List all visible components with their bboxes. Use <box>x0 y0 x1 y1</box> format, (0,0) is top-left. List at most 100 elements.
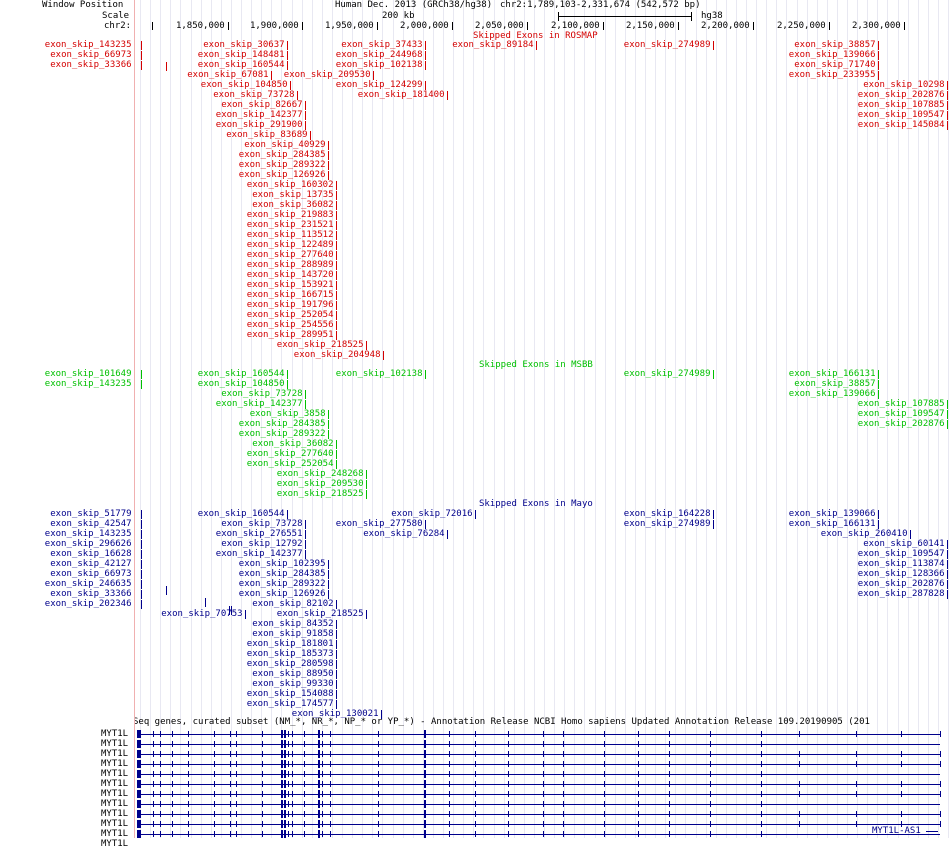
feature-bar[interactable] <box>305 550 306 559</box>
feature-bar[interactable] <box>425 41 426 50</box>
feature-bar[interactable] <box>336 700 337 709</box>
feature-label[interactable]: exon_skip_291900 <box>215 120 303 130</box>
feature-bar[interactable] <box>141 590 142 599</box>
feature-bar[interactable] <box>287 510 288 519</box>
feature-label[interactable]: exon_skip_82102 <box>252 599 334 609</box>
feature-label[interactable]: exon_skip_284385 <box>238 569 326 579</box>
feature-label[interactable]: exon_skip_139066 <box>788 50 876 60</box>
side-feature-label[interactable]: exon_skip_42547 <box>50 519 132 529</box>
feature-label[interactable]: exon_skip_102138 <box>335 369 423 379</box>
feature-bar[interactable] <box>713 370 714 379</box>
feature-label[interactable]: exon_skip_280598 <box>246 659 334 669</box>
feature-bar[interactable] <box>947 590 948 599</box>
feature-label[interactable]: exon_skip_36082 <box>252 439 334 449</box>
feature-bar[interactable] <box>878 370 879 379</box>
feature-label[interactable]: exon_skip_277640 <box>246 250 334 260</box>
feature-bar[interactable] <box>447 530 448 539</box>
feature-label[interactable]: exon_skip_3858 <box>249 409 326 419</box>
feature-label[interactable]: exon_skip_218525 <box>276 609 364 619</box>
feature-label[interactable]: exon_skip_40929 <box>244 140 326 150</box>
feature-bar[interactable] <box>475 510 476 519</box>
feature-bar[interactable] <box>947 400 948 409</box>
feature-bar[interactable] <box>141 370 142 379</box>
feature-bar[interactable] <box>141 580 142 589</box>
feature-bar[interactable] <box>245 610 246 619</box>
feature-label[interactable]: exon_skip_107885 <box>857 100 945 110</box>
gene-label[interactable]: MYT1L <box>101 779 129 789</box>
feature-bar[interactable] <box>328 430 329 439</box>
side-feature-label[interactable]: exon_skip_42127 <box>50 559 132 569</box>
feature-bar[interactable] <box>336 460 337 469</box>
feature-bar[interactable] <box>287 61 288 70</box>
feature-bar[interactable] <box>336 321 337 330</box>
feature-label[interactable]: exon_skip_202876 <box>857 579 945 589</box>
feature-label[interactable]: exon_skip_60141 <box>863 539 945 549</box>
feature-label[interactable]: exon_skip_274989 <box>623 40 711 50</box>
gene-label[interactable]: MYT1L <box>101 829 129 839</box>
feature-label[interactable]: exon_skip_231521 <box>246 220 334 230</box>
feature-bar[interactable] <box>141 510 142 519</box>
feature-bar[interactable] <box>536 41 537 50</box>
feature-label[interactable]: exon_skip_160544 <box>197 509 285 519</box>
feature-bar[interactable] <box>425 370 426 379</box>
gene-label[interactable]: MYT1L <box>101 839 129 849</box>
feature-bar[interactable] <box>141 550 142 559</box>
feature-label[interactable]: exon_skip_109547 <box>857 110 945 120</box>
feature-label[interactable]: exon_skip_142377 <box>215 399 303 409</box>
feature-label[interactable]: exon_skip_153921 <box>246 280 334 290</box>
feature-bar[interactable] <box>366 470 367 479</box>
feature-label[interactable]: exon_skip_76284 <box>363 529 445 539</box>
feature-label[interactable]: exon_skip_13735 <box>252 190 334 200</box>
side-feature-label[interactable]: exon_skip_66973 <box>50 50 132 60</box>
gene-label[interactable]: MYT1L <box>101 749 129 759</box>
feature-bar[interactable] <box>328 420 329 429</box>
feature-bar[interactable] <box>328 570 329 579</box>
feature-label[interactable]: exon_skip_274989 <box>623 369 711 379</box>
feature-bar[interactable] <box>305 540 306 549</box>
feature-bar[interactable] <box>366 341 367 350</box>
feature-label[interactable]: exon_skip_38857 <box>794 40 876 50</box>
feature-bar[interactable] <box>328 171 329 180</box>
feature-label[interactable]: exon_skip_233955 <box>788 70 876 80</box>
feature-label[interactable]: exon_skip_252054 <box>246 310 334 320</box>
feature-bar[interactable] <box>336 301 337 310</box>
feature-label[interactable]: exon_skip_185373 <box>246 649 334 659</box>
feature-bar[interactable] <box>425 81 426 90</box>
feature-bar[interactable] <box>336 450 337 459</box>
feature-bar[interactable] <box>231 606 232 615</box>
feature-bar[interactable] <box>166 586 167 595</box>
feature-bar[interactable] <box>713 510 714 519</box>
feature-label[interactable]: exon_skip_148481 <box>197 50 285 60</box>
feature-label[interactable]: exon_skip_284385 <box>238 150 326 160</box>
feature-bar[interactable] <box>141 530 142 539</box>
feature-bar[interactable] <box>947 420 948 429</box>
feature-bar[interactable] <box>328 590 329 599</box>
feature-label[interactable]: exon_skip_166131 <box>788 369 876 379</box>
feature-label[interactable]: exon_skip_160302 <box>246 180 334 190</box>
feature-bar[interactable] <box>336 291 337 300</box>
feature-label[interactable]: exon_skip_73728 <box>221 389 303 399</box>
feature-label[interactable]: exon_skip_37433 <box>341 40 423 50</box>
side-feature-label[interactable]: exon_skip_143235 <box>44 379 132 389</box>
feature-bar[interactable] <box>336 331 337 340</box>
feature-label[interactable]: exon_skip_202876 <box>857 419 945 429</box>
feature-bar[interactable] <box>271 71 272 80</box>
feature-bar[interactable] <box>141 600 142 609</box>
feature-label[interactable]: exon_skip_244968 <box>335 50 423 60</box>
feature-bar[interactable] <box>366 610 367 619</box>
side-feature-label[interactable]: exon_skip_51779 <box>50 509 132 519</box>
feature-bar[interactable] <box>297 91 298 100</box>
feature-bar[interactable] <box>336 191 337 200</box>
feature-label[interactable]: exon_skip_124299 <box>335 80 423 90</box>
feature-label[interactable]: exon_skip_83689 <box>226 130 308 140</box>
feature-bar[interactable] <box>141 560 142 569</box>
feature-bar[interactable] <box>336 620 337 629</box>
feature-bar[interactable] <box>425 61 426 70</box>
feature-label[interactable]: exon_skip_88950 <box>252 669 334 679</box>
feature-label[interactable]: exon_skip_10298 <box>863 80 945 90</box>
feature-bar[interactable] <box>336 670 337 679</box>
feature-bar[interactable] <box>328 580 329 589</box>
gene-label[interactable]: MYT1L <box>101 739 129 749</box>
feature-label[interactable]: exon_skip_164228 <box>623 509 711 519</box>
feature-label[interactable]: exon_skip_142377 <box>215 110 303 120</box>
